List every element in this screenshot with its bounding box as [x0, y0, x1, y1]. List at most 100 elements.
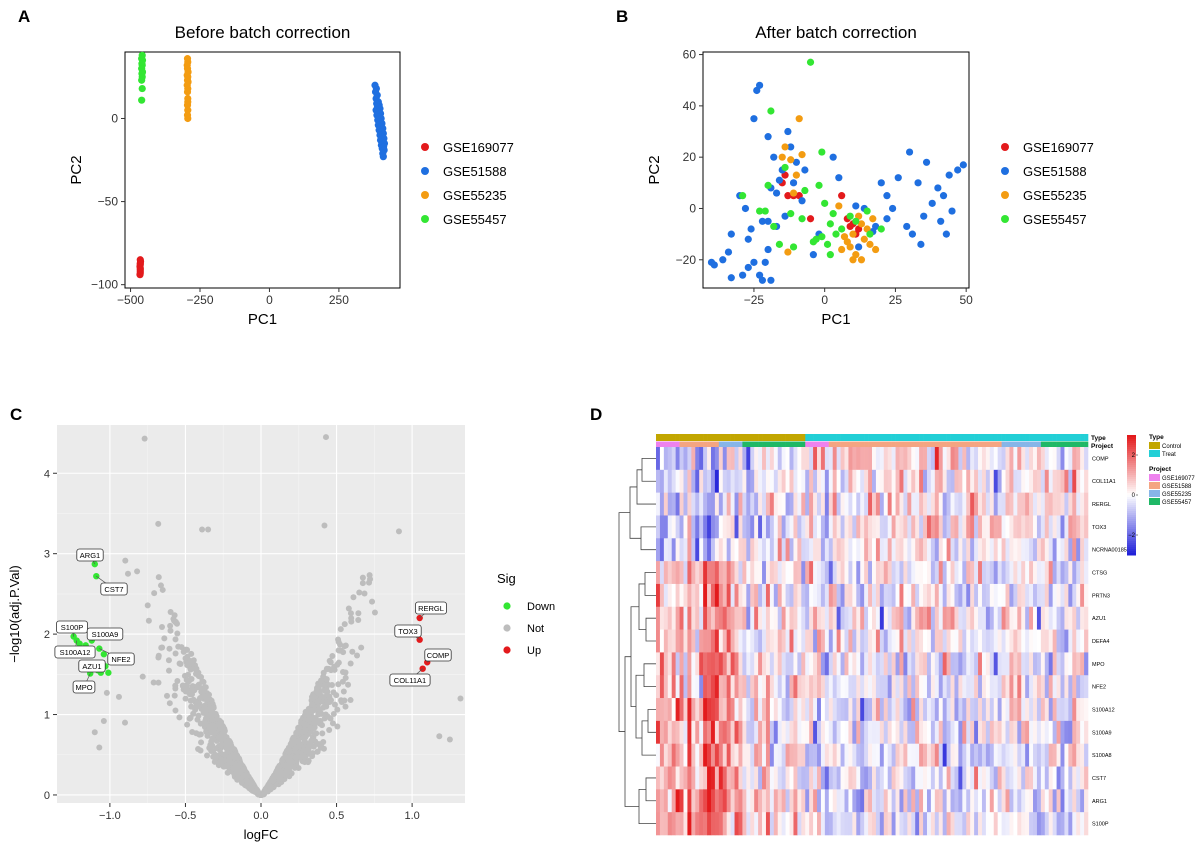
- data-point: [91, 560, 98, 568]
- heatmap-cell: [1013, 652, 1018, 676]
- heatmap-cell: [962, 720, 967, 745]
- heatmap-cell: [785, 743, 790, 767]
- heatmap-cell: [832, 469, 837, 493]
- heatmap-cell: [1001, 447, 1006, 471]
- data-point: [739, 271, 747, 279]
- heatmap-cell: [840, 606, 845, 630]
- heatmap-cell: [758, 720, 763, 745]
- annotation-project-cell: [691, 441, 696, 448]
- heatmap-cell: [942, 675, 947, 699]
- data-point: [787, 156, 795, 164]
- heatmap-cell: [934, 538, 940, 562]
- heatmap-cell: [950, 469, 955, 493]
- heatmap-cell: [954, 469, 959, 493]
- heatmap-cell: [989, 698, 995, 722]
- data-point: [314, 748, 321, 755]
- data-point: [319, 730, 326, 737]
- heatmap-cell: [1060, 629, 1065, 653]
- heatmap-cell: [789, 583, 794, 608]
- heatmap-cell: [1060, 469, 1065, 493]
- heatmap-cell: [663, 583, 669, 608]
- heatmap-cell: [1005, 675, 1010, 699]
- data-point: [209, 709, 216, 716]
- heatmap-cell: [974, 766, 979, 790]
- heatmap-cell: [1029, 743, 1034, 767]
- data-point: [166, 645, 173, 652]
- heatmap-cell: [809, 583, 814, 608]
- heatmap-cell: [895, 698, 900, 722]
- heatmap-cell: [1068, 698, 1073, 722]
- heatmap-cell: [1044, 561, 1050, 585]
- heatmap-cell: [848, 675, 853, 699]
- heatmap-cell: [875, 583, 881, 608]
- heatmap-cell: [997, 515, 1002, 539]
- color-scale-step: [1127, 469, 1136, 472]
- annotation-project-cell: [703, 441, 708, 448]
- heatmap-cell: [813, 698, 818, 722]
- data-point: [218, 760, 225, 767]
- data-point: [340, 688, 347, 695]
- annotation-type-cell: [765, 434, 771, 441]
- color-scale-step: [1127, 491, 1136, 494]
- heatmap-cell: [848, 720, 853, 745]
- heatmap-cell: [868, 629, 873, 653]
- heatmap-cell: [872, 652, 877, 676]
- heatmap-cell: [828, 766, 834, 790]
- row-label: PRTN3: [1092, 593, 1110, 599]
- heatmap-cell: [997, 766, 1002, 790]
- heatmap-cell: [985, 561, 991, 585]
- heatmap-cell: [726, 492, 731, 516]
- heatmap-cell: [828, 538, 834, 562]
- row-label: NFE2: [1092, 685, 1106, 691]
- legend-swatch: [1149, 498, 1160, 505]
- heatmap-cell: [860, 492, 865, 516]
- heatmap-cell: [872, 698, 877, 722]
- heatmap-cell: [679, 789, 684, 813]
- heatmap-cell: [864, 812, 869, 836]
- heatmap-cell: [746, 812, 751, 836]
- heatmap-cell: [758, 675, 763, 699]
- heatmap-cell: [978, 492, 983, 516]
- heatmap-cell: [930, 538, 936, 562]
- heatmap-cell: [934, 675, 940, 699]
- data-point: [959, 161, 967, 169]
- heatmap-cell: [856, 675, 861, 699]
- color-scale-step: [1127, 523, 1136, 526]
- heatmap-cell: [915, 812, 920, 836]
- heatmap-cell: [856, 583, 861, 608]
- annotation-type-cell: [938, 434, 943, 441]
- annotation-project-cell: [809, 441, 814, 448]
- row-label: COL11A1: [1092, 479, 1116, 485]
- annotation-type-cell: [950, 434, 955, 441]
- heatmap-cell: [899, 492, 904, 516]
- heatmap-cell: [856, 652, 861, 676]
- heatmap-cell: [726, 675, 731, 699]
- heatmap-cell: [836, 492, 841, 516]
- heatmap-cell: [919, 698, 924, 722]
- heatmap-cell: [726, 606, 731, 630]
- heatmap-cell: [978, 789, 983, 813]
- heatmap-cell: [868, 606, 873, 630]
- color-scale-step: [1127, 435, 1136, 438]
- heatmap-cell: [903, 515, 908, 539]
- heatmap-cell: [879, 515, 885, 539]
- heatmap-cell: [750, 561, 755, 585]
- heatmap-cell: [1072, 629, 1077, 653]
- data-point: [371, 609, 378, 616]
- heatmap-cell: [675, 447, 680, 471]
- annotation-project-cell: [1025, 441, 1030, 448]
- heatmap-cell: [997, 561, 1002, 585]
- heatmap-cell: [970, 698, 975, 722]
- heatmap-cell: [926, 812, 932, 836]
- series-gse55457: [739, 58, 885, 259]
- heatmap-cell: [875, 469, 881, 493]
- heatmap-cell: [907, 561, 912, 585]
- heatmap-cell: [942, 561, 947, 585]
- annotation-type-cell: [746, 434, 751, 441]
- data-point: [903, 222, 911, 231]
- heatmap-cell: [683, 698, 688, 722]
- heatmap-cell: [1076, 583, 1081, 608]
- heatmap-cell: [773, 447, 779, 471]
- heatmap-cell: [993, 561, 998, 585]
- series-gse51588: [707, 81, 967, 284]
